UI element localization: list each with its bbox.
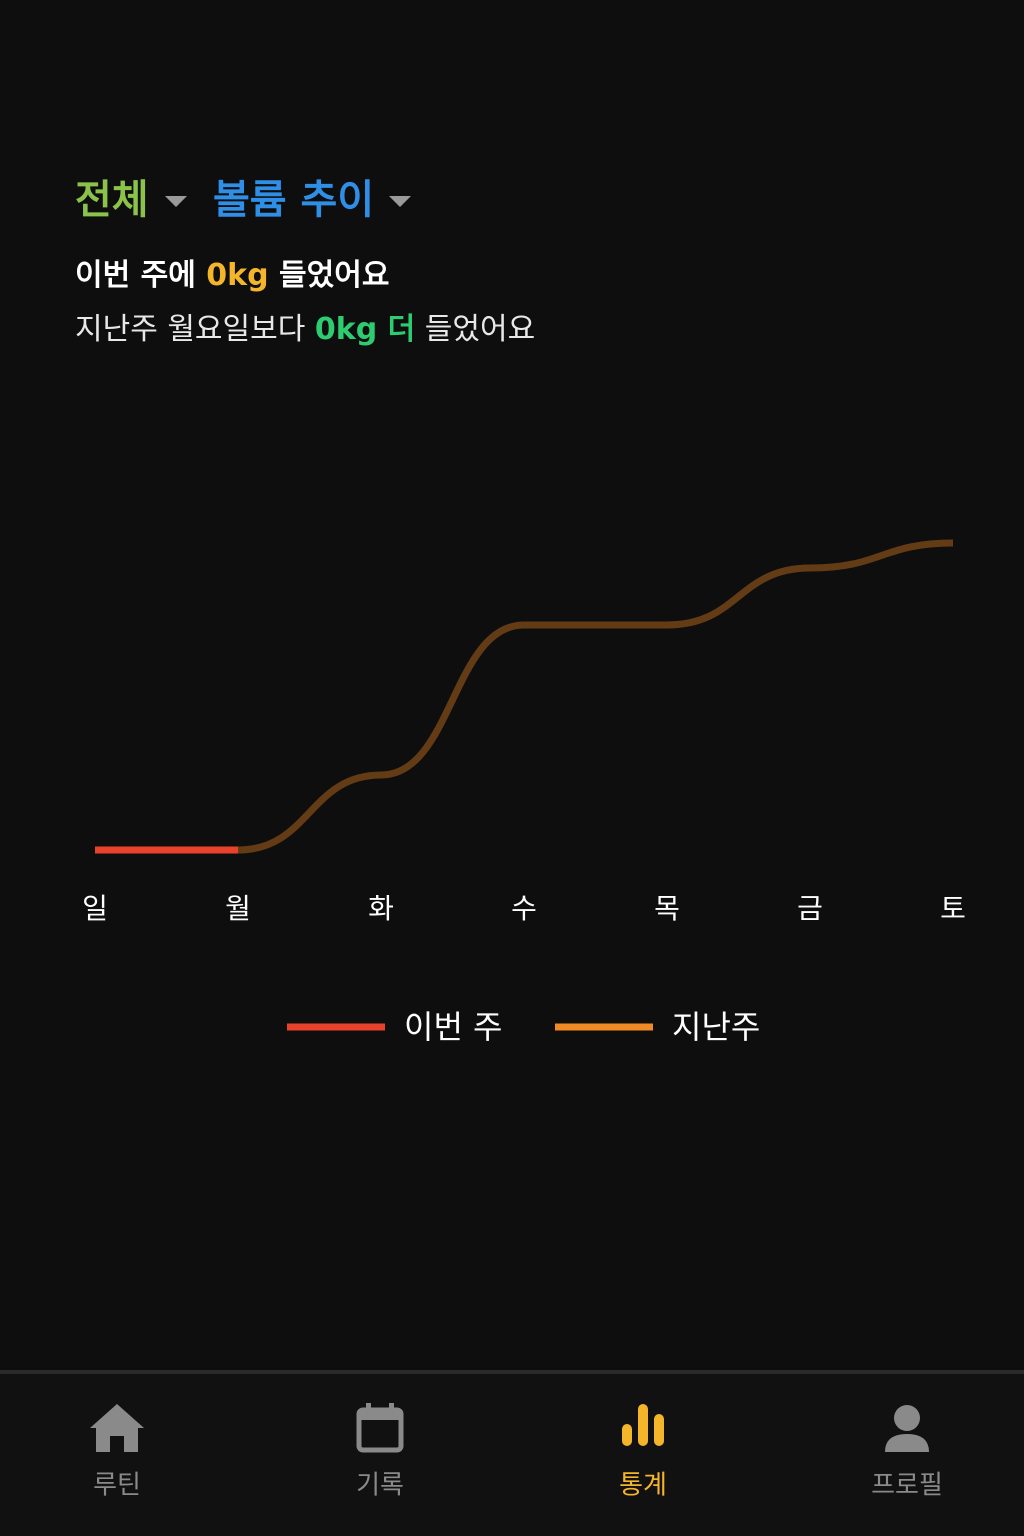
compare-amount: 0kg 더	[315, 312, 415, 347]
x-tick-label: 토	[940, 892, 966, 925]
nav-label[interactable]: 통계	[619, 1471, 667, 1501]
compare-prefix: 지난주 월요일보다	[75, 312, 315, 347]
icon-shape	[885, 1434, 929, 1452]
metric-dropdown[interactable]: 볼륨 추이	[213, 177, 374, 223]
compare-suffix: 들었어요	[415, 312, 535, 347]
legend-label: 지난주	[672, 1008, 760, 1046]
legend-label: 이번 주	[404, 1008, 503, 1046]
x-tick-label: 월	[225, 892, 251, 925]
nav-label[interactable]: 루틴	[93, 1471, 141, 1501]
nav-icon[interactable]	[90, 1404, 144, 1452]
icon-shape	[654, 1414, 664, 1446]
nav-label[interactable]: 프로필	[871, 1471, 943, 1501]
nav-items: 루틴 기록 통계 프로필	[90, 1403, 943, 1501]
summary: 이번 주에 0kg 들었어요	[75, 258, 389, 293]
summary-suffix: 들었어요	[269, 258, 390, 293]
filter-dropdown[interactable]: 전체	[75, 177, 149, 223]
icon-shape	[622, 1424, 632, 1446]
x-tick-label: 수	[511, 892, 537, 925]
bottom-nav	[0, 1370, 1024, 1536]
x-tick-label: 금	[797, 892, 823, 925]
nav-icon[interactable]	[356, 1403, 404, 1453]
x-tick-label: 화	[368, 892, 394, 925]
icon-shape	[638, 1404, 648, 1446]
icon-shape	[389, 1403, 394, 1413]
icon-shape	[366, 1403, 371, 1413]
x-tick-label: 목	[654, 892, 680, 925]
x-tick-label: 일	[82, 892, 108, 925]
nav-label[interactable]: 기록	[356, 1471, 404, 1501]
legend: 이번 주 지난주	[287, 1008, 760, 1046]
nav-icon[interactable]	[885, 1405, 929, 1452]
nav-icon[interactable]	[622, 1404, 664, 1446]
icon-shape	[90, 1404, 144, 1452]
icon-shape	[894, 1405, 920, 1431]
nav-divider	[0, 1370, 1024, 1374]
icon-shape	[359, 1410, 401, 1420]
summary-amount: 0kg	[206, 258, 268, 293]
dropdown-arrow[interactable]	[389, 196, 411, 207]
dropdown-arrow[interactable]	[165, 196, 187, 207]
compare: 지난주 월요일보다 0kg 더 들었어요	[75, 312, 535, 347]
summary-prefix: 이번 주에	[75, 258, 206, 293]
line-series	[94, 539, 954, 854]
